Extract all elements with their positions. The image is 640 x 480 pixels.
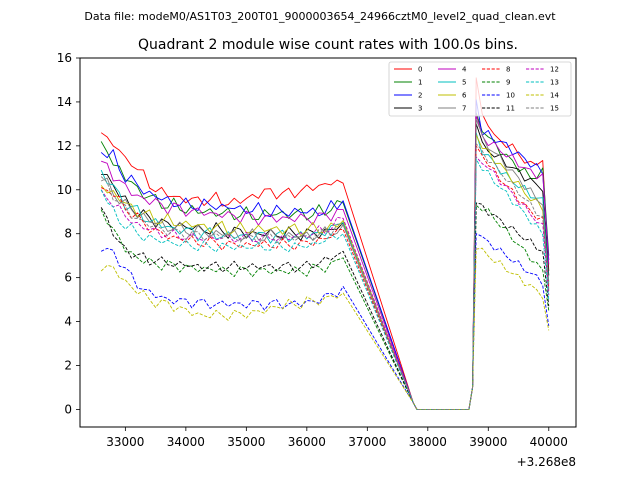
y-tick-label: 4 — [64, 315, 72, 329]
series-line-0 — [100, 77, 550, 410]
y-tick-label: 8 — [64, 227, 72, 241]
y-tick-label: 6 — [64, 271, 72, 285]
series-line-9 — [100, 204, 550, 410]
y-tick-label: 10 — [57, 183, 72, 197]
plot-frame — [79, 57, 577, 428]
legend-label: 13 — [550, 79, 559, 87]
y-tick-label: 16 — [57, 51, 72, 65]
y-tick-label: 12 — [57, 139, 72, 153]
x-tick-label: 38000 — [409, 435, 447, 449]
y-axis: 0 2 4 6 8 10 12 14 16 — [57, 51, 80, 416]
legend-label: 5 — [462, 79, 466, 87]
x-axis: 33000 34000 35000 36000 37000 38000 39000 40000 — [106, 427, 568, 449]
legend-label: 7 — [462, 105, 466, 113]
x-tick-label: 33000 — [106, 435, 144, 449]
legend-label: 12 — [550, 66, 559, 74]
y-tick-label: 14 — [57, 95, 72, 109]
legend-label: 1 — [418, 79, 422, 87]
series-line-11 — [100, 202, 550, 410]
series-line-13 — [100, 158, 550, 410]
series-line-14 — [100, 247, 550, 410]
series-line-12 — [100, 156, 550, 410]
legend-label: 0 — [418, 66, 422, 74]
x-tick-label: 36000 — [288, 435, 326, 449]
x-axis-offset-label: +3.268e8 — [517, 455, 576, 469]
series-line-10 — [100, 233, 550, 410]
series-line-2 — [100, 99, 550, 410]
series-line-15 — [100, 143, 550, 410]
x-tick-label: 37000 — [348, 435, 386, 449]
legend-label: 3 — [418, 105, 422, 113]
legend-label: 6 — [462, 92, 467, 100]
series-line-4 — [101, 114, 550, 410]
y-tick-label: 0 — [64, 402, 72, 416]
y-tick-label: 2 — [64, 359, 72, 373]
legend-frame — [388, 61, 572, 117]
legend-label: 15 — [550, 105, 559, 113]
legend-label: 4 — [462, 66, 467, 74]
series-line-8 — [100, 145, 550, 410]
x-tick-label: 40000 — [530, 435, 568, 449]
legend-label: 10 — [506, 92, 515, 100]
series-line-7 — [100, 119, 550, 410]
x-tick-label: 34000 — [167, 435, 205, 449]
chart-title: Quadrant 2 module wise count rates with … — [138, 37, 518, 53]
x-tick-label: 35000 — [227, 435, 265, 449]
legend-label: 14 — [550, 92, 559, 100]
legend-label: 9 — [506, 79, 510, 87]
x-tick-label: 39000 — [469, 435, 507, 449]
series-layer — [100, 77, 550, 410]
legend-label: 2 — [418, 92, 422, 100]
legend-label: 11 — [506, 105, 515, 113]
figure-suptitle: Data file: modeM0/AS1T03_200T01_90000036… — [84, 10, 556, 23]
series-line-6 — [100, 134, 550, 410]
legend-label: 8 — [506, 66, 510, 74]
